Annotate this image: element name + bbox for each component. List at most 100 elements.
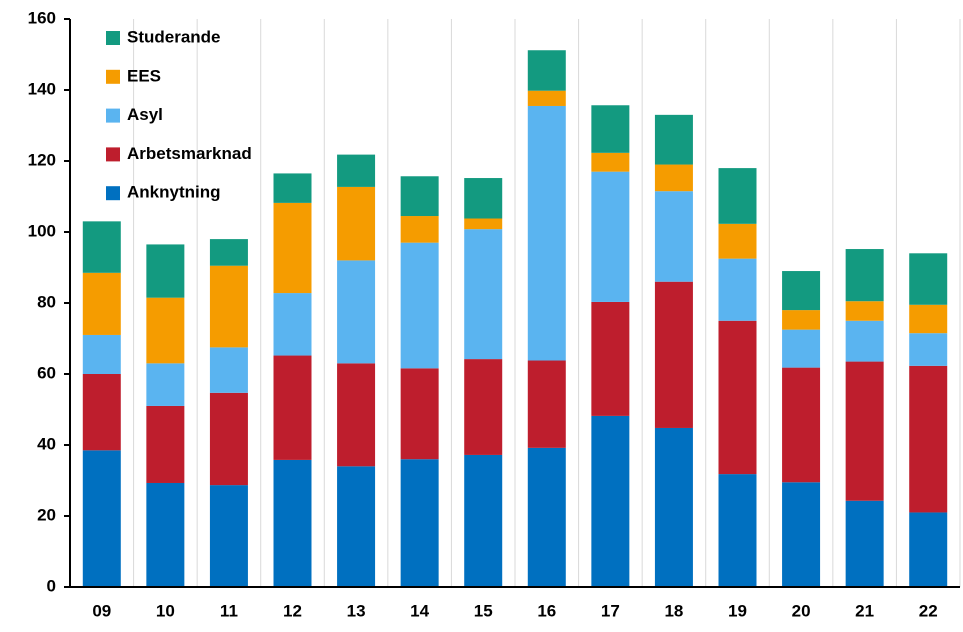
bar-segment [527, 50, 566, 91]
x-tick-label: 13 [347, 601, 366, 620]
bar-segment [591, 415, 630, 587]
bar-segment [845, 301, 884, 321]
x-tick-label: 12 [283, 601, 302, 620]
bar-segment [909, 304, 948, 334]
bar-segment [337, 154, 376, 187]
bar-segment [718, 474, 757, 587]
bar-segment [654, 114, 693, 165]
x-tick-label: 15 [474, 601, 493, 620]
x-tick-label: 19 [728, 601, 747, 620]
x-tick-label: 20 [792, 601, 811, 620]
bar-segment [909, 333, 948, 366]
legend-label: Studerande [127, 27, 221, 46]
bar-segment [209, 265, 248, 348]
y-tick-label: 140 [28, 79, 56, 98]
bar-segment [273, 202, 312, 294]
bar-segment [591, 105, 630, 153]
y-tick-label: 160 [28, 8, 56, 27]
bar-segment [146, 244, 185, 298]
legend-label: Anknytning [127, 183, 221, 202]
bar-segment [146, 405, 185, 483]
bar-segment [464, 218, 503, 230]
bar-segment [209, 239, 248, 266]
bar-segment [591, 152, 630, 172]
x-tick-label: 11 [220, 601, 238, 620]
y-tick-label: 100 [28, 221, 56, 240]
x-tick-label: 22 [919, 601, 938, 620]
bar-segment [909, 365, 948, 513]
bar-segment [527, 90, 566, 106]
bar-segment [527, 360, 566, 448]
y-tick-label: 40 [37, 434, 56, 453]
bar-segment [718, 320, 757, 475]
x-tick-label: 17 [601, 601, 620, 620]
x-tick-label: 18 [664, 601, 683, 620]
bar-segment [845, 249, 884, 302]
bar-segment [782, 329, 821, 368]
bar-segment [337, 260, 376, 364]
legend-swatch [106, 147, 120, 162]
bar-segment [845, 361, 884, 501]
bar-segment [82, 334, 121, 374]
bar-segment [82, 450, 121, 587]
y-tick-label: 120 [28, 150, 56, 169]
bar-segment [464, 229, 503, 360]
bar-segment [909, 253, 948, 305]
legend-swatch [106, 186, 120, 201]
y-tick-label: 60 [37, 363, 56, 382]
bar-segment [591, 171, 630, 302]
bar-segment [718, 258, 757, 321]
legend-label: Arbetsmarknad [127, 144, 252, 163]
x-tick-label: 16 [537, 601, 556, 620]
bar-segment [209, 485, 248, 587]
bar-segment [400, 459, 439, 587]
bar-segment [400, 216, 439, 243]
x-tick-label: 14 [410, 601, 429, 620]
bar-segment [527, 105, 566, 361]
bar-segment [464, 454, 503, 587]
bar-segment [654, 281, 693, 428]
legend-swatch [106, 31, 120, 45]
bar-segment [82, 374, 121, 451]
legend-label: EES [127, 66, 161, 85]
bar-segment [591, 301, 630, 416]
bar-segment [654, 191, 693, 282]
bar-segment [845, 320, 884, 362]
bar-segment [464, 178, 503, 219]
bar-segment [654, 427, 693, 587]
bar-segment [718, 168, 757, 224]
bar-segment [273, 293, 312, 356]
bar-segment [782, 310, 821, 330]
bar-segment [337, 363, 376, 467]
y-tick-label: 0 [47, 576, 56, 595]
bar-segment [782, 482, 821, 587]
bar-segment [718, 223, 757, 259]
x-tick-label: 21 [855, 601, 874, 620]
bar-segment [273, 355, 312, 460]
bar-segment [782, 367, 821, 483]
legend-label: Asyl [127, 105, 163, 124]
bar-segment [845, 500, 884, 587]
legend-swatch [106, 69, 120, 84]
bar-segment [527, 447, 566, 587]
bar-segment [273, 173, 312, 203]
bar-segment [464, 359, 503, 455]
bar-segment [82, 272, 121, 335]
x-tick-label: 09 [92, 601, 111, 620]
bar-segment [337, 186, 376, 261]
y-tick-label: 20 [37, 505, 56, 524]
bar-segment [909, 512, 948, 587]
bar-segment [146, 297, 185, 364]
bar-segment [209, 347, 248, 393]
bar-segment [400, 176, 439, 217]
bar-segment [337, 466, 376, 587]
bar-segment [782, 271, 821, 311]
bar-segment [273, 459, 312, 587]
bar-segment [209, 392, 248, 486]
x-tick-label: 10 [156, 601, 175, 620]
bar-segment [400, 368, 439, 460]
bar-segment [146, 363, 185, 406]
bar-segment [146, 482, 185, 587]
bar-segment [400, 242, 439, 369]
